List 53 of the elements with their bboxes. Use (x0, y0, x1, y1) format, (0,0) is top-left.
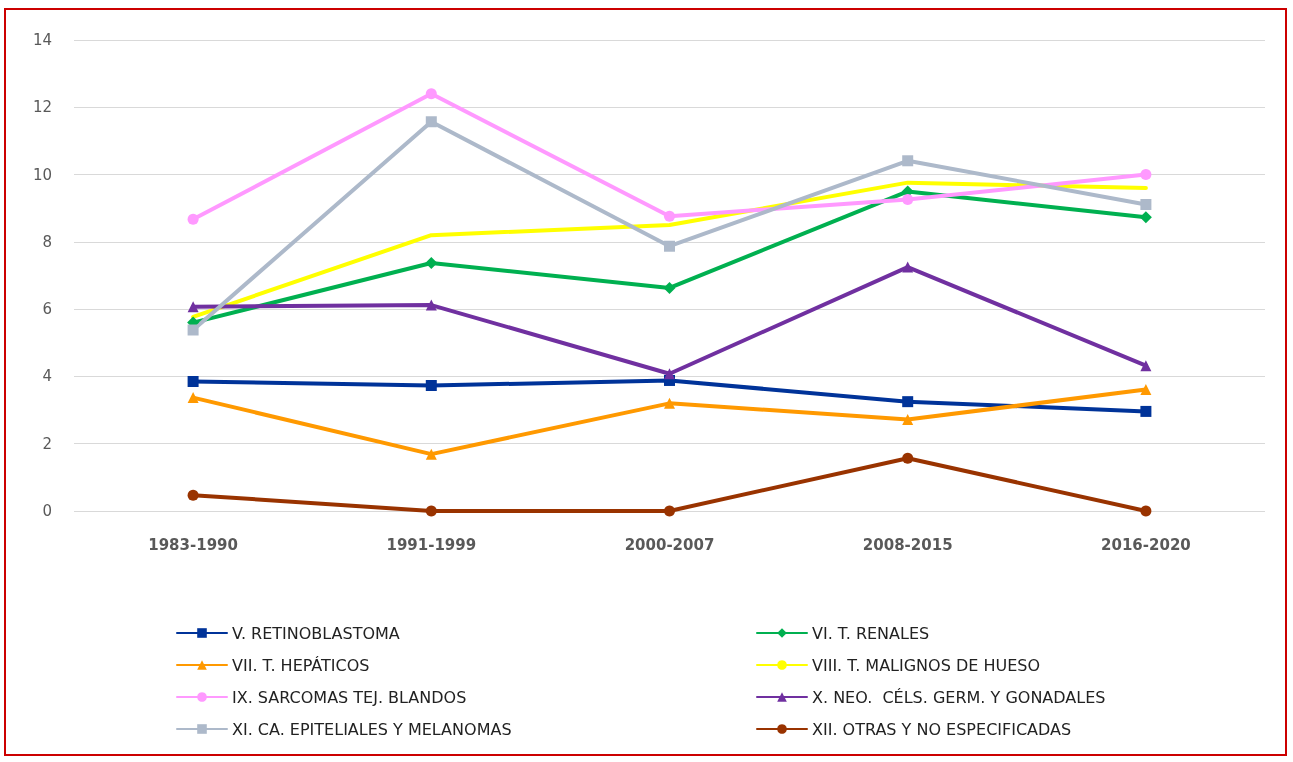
point (425, 505, 437, 517)
legend-label: X. NEO. CÉLS. GERM. Y GONADALES (812, 687, 1106, 707)
point (425, 116, 437, 128)
point (902, 193, 914, 205)
point (664, 397, 675, 409)
point (187, 324, 199, 336)
x-tick-label: 1983-1990 (148, 535, 238, 554)
y-tick-label: 4 (42, 367, 52, 386)
point (1140, 169, 1152, 181)
y-tick-label: 0 (42, 502, 52, 520)
point (425, 88, 437, 100)
y-tick-label: 14 (32, 31, 52, 49)
point (187, 213, 199, 225)
x-tick-label: 2000-2007 (624, 535, 715, 554)
point (664, 368, 675, 380)
point (1140, 505, 1152, 517)
x-tick-label: 1991-1999 (386, 535, 477, 554)
point (187, 392, 199, 404)
point (1140, 199, 1152, 211)
point (664, 210, 675, 222)
point (1140, 360, 1152, 372)
point (425, 380, 437, 392)
y-tick-label: 2 (42, 434, 52, 453)
x-tick-label: 2016-2020 (1101, 535, 1191, 554)
point (187, 301, 199, 313)
point (1140, 384, 1152, 396)
point (187, 375, 199, 387)
point (902, 155, 914, 167)
point (664, 240, 675, 252)
legend-label: V. RETINOBLASTOMA (232, 623, 400, 643)
y-tick-label: 12 (32, 98, 52, 117)
legend-label: IX. SARCOMAS TEJ. BLANDOS (232, 687, 467, 707)
point (1139, 211, 1152, 224)
point (902, 413, 914, 425)
legend-label: XII. OTRAS Y NO ESPECIFICADAS (812, 719, 1072, 739)
legend-label: XI. CA. EPITELIALES Y MELANOMAS (232, 719, 512, 739)
point (425, 299, 437, 311)
point (425, 448, 437, 460)
y-tick-label: 6 (42, 300, 52, 319)
point (1140, 405, 1152, 417)
y-tick-label: 10 (32, 165, 52, 184)
point (425, 257, 438, 270)
point (902, 261, 914, 273)
point (902, 452, 914, 464)
point (664, 505, 675, 517)
point (187, 489, 199, 501)
legend-label: VIII. T. MALIGNOS DE HUESO (812, 655, 1041, 675)
point (902, 396, 914, 408)
legend-label: VII. T. HEPÁTICOS (232, 655, 370, 675)
legend-label: VI. T. RENALES (812, 623, 930, 643)
y-tick-label: 8 (42, 232, 52, 251)
x-tick-label: 2008-2015 (862, 535, 953, 554)
point (663, 281, 676, 294)
